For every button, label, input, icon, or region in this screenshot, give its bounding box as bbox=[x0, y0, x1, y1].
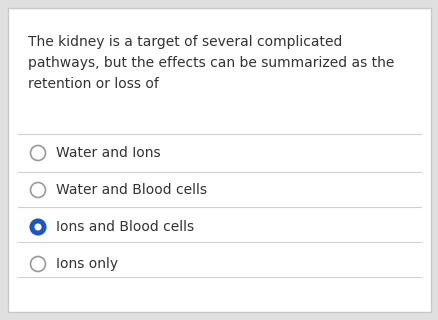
Text: The kidney is a target of several complicated
pathways, but the effects can be s: The kidney is a target of several compli… bbox=[28, 35, 393, 91]
Circle shape bbox=[30, 257, 46, 271]
Text: Water and Blood cells: Water and Blood cells bbox=[56, 183, 207, 197]
Text: Ions only: Ions only bbox=[56, 257, 118, 271]
Circle shape bbox=[30, 220, 46, 235]
Circle shape bbox=[30, 146, 46, 161]
Circle shape bbox=[30, 182, 46, 197]
Text: Ions and Blood cells: Ions and Blood cells bbox=[56, 220, 194, 234]
FancyBboxPatch shape bbox=[8, 8, 430, 312]
Circle shape bbox=[35, 224, 41, 230]
Text: Water and Ions: Water and Ions bbox=[56, 146, 160, 160]
